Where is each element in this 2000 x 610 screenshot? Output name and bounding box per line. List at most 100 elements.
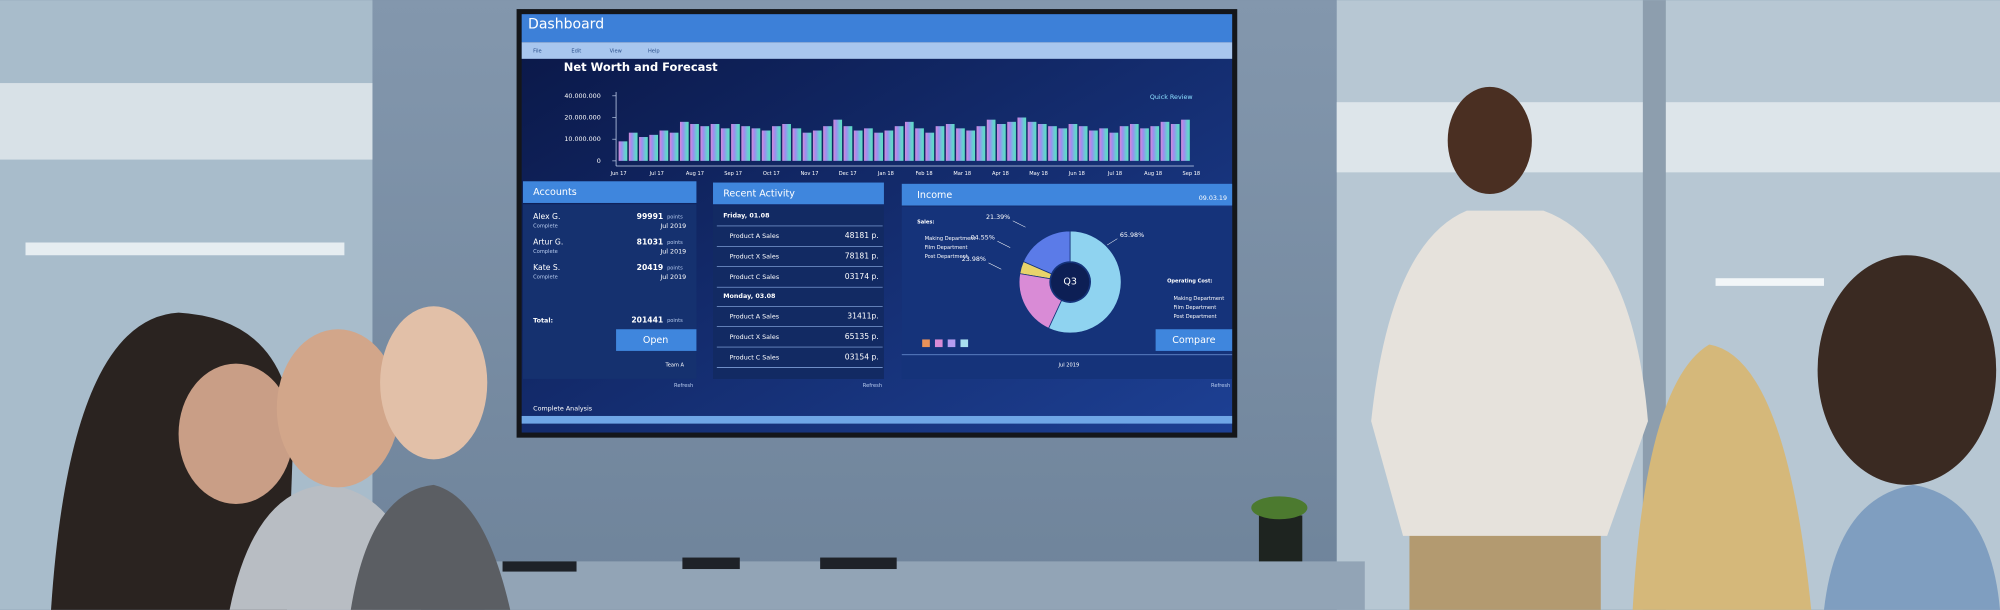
activity-header <box>713 182 884 205</box>
activity-value: 03154 p. <box>845 352 879 361</box>
bar <box>884 130 894 161</box>
bar <box>1160 121 1170 161</box>
panel-title: Income <box>917 190 952 201</box>
x-tick-label: Nov 17 <box>801 171 819 177</box>
x-tick-label: Jan 18 <box>877 171 894 177</box>
activity-item: Product C Sales <box>730 273 780 281</box>
value-label: 23.98% <box>962 255 986 263</box>
activity-value: 78181 p. <box>845 252 879 261</box>
person-hair <box>1632 344 1812 610</box>
x-tick-label: Mar 18 <box>953 171 971 177</box>
x-tick-label: Jul 17 <box>649 171 664 177</box>
presenter-sweater <box>1371 210 1648 536</box>
bar <box>833 119 843 161</box>
chart-title: Net Worth and Forecast <box>564 60 718 74</box>
legend-swatch <box>922 339 930 348</box>
y-tick-label: 0 <box>597 157 601 165</box>
refresh-link[interactable]: Refresh <box>674 383 693 389</box>
person-hair <box>1817 255 1997 485</box>
department: Post Department <box>925 254 968 260</box>
bar <box>823 126 832 161</box>
bar <box>639 137 648 161</box>
bar <box>802 132 812 161</box>
donut-center: Q3 <box>1063 277 1077 288</box>
menu-item[interactable]: Help <box>648 49 660 55</box>
button-label[interactable]: Compare <box>1172 335 1215 346</box>
bar <box>1129 124 1139 161</box>
bar <box>966 130 976 161</box>
activity-item: Product A Sales <box>730 232 779 240</box>
link[interactable]: Quick Review <box>1150 93 1193 101</box>
title-bar <box>521 14 1233 43</box>
x-tick-label: Sep 18 <box>1182 171 1200 177</box>
account-name: Alex G. <box>533 212 560 221</box>
bar <box>935 126 945 161</box>
compare-button[interactable] <box>1155 329 1233 351</box>
x-tick-label: Apr 18 <box>992 171 1009 177</box>
x-tick-label: Aug 18 <box>1144 171 1162 177</box>
refresh-link[interactable]: Refresh <box>1211 383 1230 389</box>
bar <box>792 128 802 161</box>
bar <box>1170 124 1180 161</box>
account-date: Jul 2019 <box>659 222 686 230</box>
bar <box>782 124 791 161</box>
activity-value: 48181 p. <box>845 231 879 240</box>
bar <box>1007 121 1016 161</box>
bar <box>669 132 679 161</box>
bar <box>649 134 658 161</box>
donut-segment <box>1048 230 1122 334</box>
refresh-link[interactable]: Refresh <box>863 383 882 389</box>
activity-item: Product X Sales <box>730 253 779 261</box>
activity-panel <box>713 205 884 379</box>
sales-label: Sales: <box>917 220 934 226</box>
bar <box>679 121 689 161</box>
device <box>682 557 740 570</box>
bar <box>976 126 986 161</box>
account-date: Jul 2019 <box>659 273 686 281</box>
account-date: Jul 2019 <box>659 247 686 255</box>
x-tick-label: Oct 17 <box>763 171 780 177</box>
bar <box>904 121 914 161</box>
open-button[interactable] <box>616 329 697 351</box>
x-tick-label: Feb 18 <box>916 171 933 177</box>
points-unit: points <box>667 214 683 220</box>
ledge <box>484 561 1365 610</box>
bar <box>772 126 781 161</box>
account-points: 81031 <box>637 238 664 247</box>
cost-label: Operating Cost: <box>1167 278 1212 284</box>
account-points: 99991 <box>637 212 664 221</box>
leader-line <box>997 240 1011 248</box>
person-jacket <box>350 484 511 610</box>
menu-item[interactable]: View <box>610 49 622 55</box>
x-tick-label: Dec 17 <box>839 171 857 177</box>
x-tick-label: Jun 18 <box>1068 171 1085 177</box>
y-tick-label: 40.000.000 <box>564 92 600 100</box>
menu-bar <box>521 42 1233 59</box>
activity-value: 31411p. <box>847 311 879 320</box>
account-status: Complete <box>533 249 558 255</box>
x-tick-label: Jun 17 <box>610 171 627 177</box>
button-label[interactable]: Open <box>643 335 668 346</box>
bar <box>628 132 638 161</box>
person-face <box>380 306 488 460</box>
menu-item[interactable]: Edit <box>571 49 581 55</box>
department: Film Department <box>925 245 968 251</box>
day-label: Monday, 03.08 <box>723 292 776 300</box>
footer-bar <box>521 415 1233 424</box>
department: Making Department <box>925 236 976 242</box>
bar <box>618 141 628 161</box>
bar <box>1078 126 1088 161</box>
bar <box>945 124 955 161</box>
menu-item[interactable]: File <box>533 49 542 55</box>
activity-item: Product C Sales <box>730 353 780 361</box>
account-status: Complete <box>533 223 558 229</box>
value-label: 21.39% <box>986 213 1010 221</box>
person-face <box>178 363 294 504</box>
bar <box>843 126 853 161</box>
leader-line <box>1012 220 1026 228</box>
points-unit: points <box>667 240 683 246</box>
right-light <box>1715 278 1824 286</box>
device <box>820 557 897 570</box>
x-tick-label: Jul 18 <box>1107 171 1122 177</box>
